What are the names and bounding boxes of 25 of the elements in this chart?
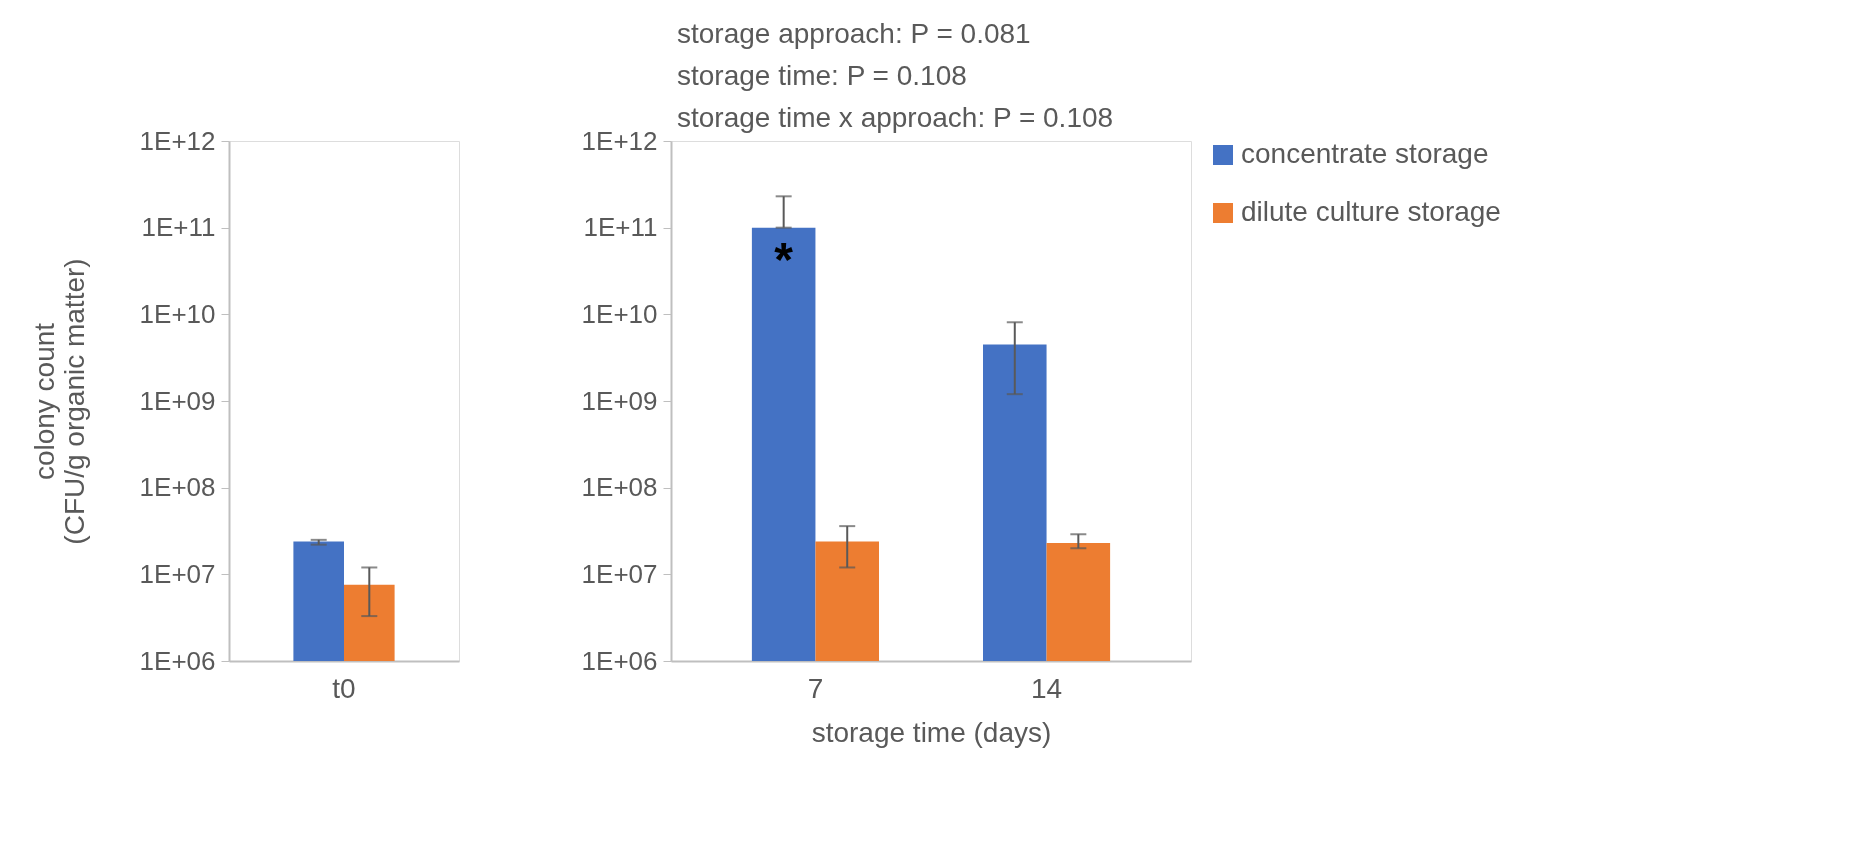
x-tick-label: 7 bbox=[807, 672, 824, 704]
text: storage time: P = 0.108 bbox=[677, 60, 967, 91]
text: storage approach: P = 0.081 bbox=[677, 18, 1031, 49]
y-tick-label: 1E+12 bbox=[139, 125, 216, 156]
y-tick-label: 1E+06 bbox=[139, 645, 216, 676]
y-tick-label: 1E+07 bbox=[139, 558, 216, 589]
legend-label: concentrate storage bbox=[1241, 138, 1489, 169]
x-axis-title: storage time (days) bbox=[811, 716, 1052, 748]
text: storage time x approach: P = 0.108 bbox=[677, 102, 1114, 133]
y-tick-label: 1E+10 bbox=[139, 298, 216, 329]
y-tick-label: 1E+12 bbox=[581, 125, 658, 156]
y-tick-label: 1E+06 bbox=[581, 645, 658, 676]
legend-label: dilute culture storage bbox=[1241, 196, 1501, 227]
x-tick-label: 14 bbox=[1030, 672, 1063, 704]
x-tick-label: t0 bbox=[332, 672, 356, 704]
y-tick-label: 1E+11 bbox=[141, 212, 216, 243]
y-tick-label: 1E+10 bbox=[581, 298, 658, 329]
y-tick-label: 1E+11 bbox=[583, 212, 658, 243]
y-tick-label: 1E+09 bbox=[139, 385, 216, 416]
annotation: * bbox=[774, 233, 794, 287]
y-tick-label: 1E+09 bbox=[581, 385, 658, 416]
y-tick-label: 1E+07 bbox=[581, 558, 658, 589]
y-tick-label: 1E+08 bbox=[139, 472, 216, 503]
y-tick-label: 1E+08 bbox=[581, 472, 658, 503]
y-axis-title: colony count (CFU/g organic matter) bbox=[28, 258, 90, 545]
